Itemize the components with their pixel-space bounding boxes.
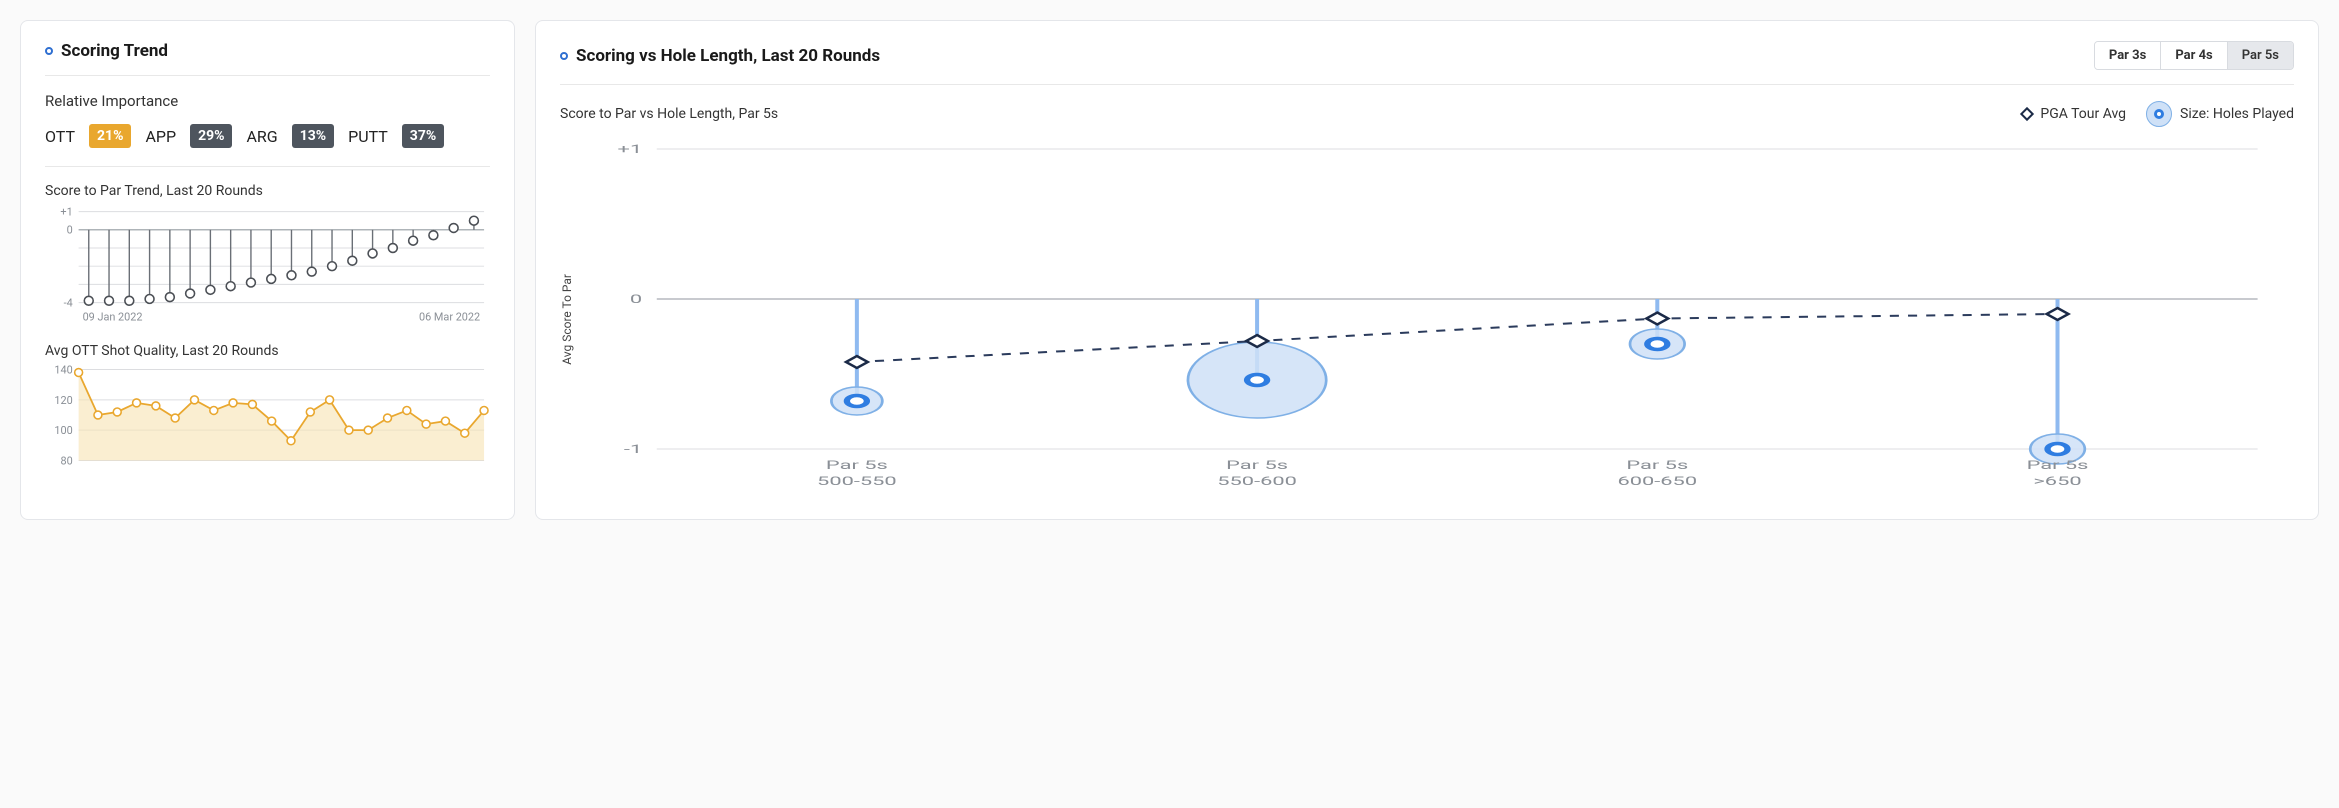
svg-text:-1: -1 — [624, 443, 642, 457]
svg-text:Par 5s: Par 5s — [2027, 459, 2089, 473]
importance-row: OTT 21% APP 29% ARG 13% PUTT 37% — [45, 124, 490, 167]
svg-text:500-550: 500-550 — [817, 475, 897, 489]
card-dot-icon — [560, 52, 568, 60]
importance-label: APP — [145, 127, 176, 146]
svg-text:Par 5s: Par 5s — [826, 459, 888, 473]
tab-par-4s[interactable]: Par 4s — [2161, 42, 2227, 69]
card-header: Scoring Trend — [45, 41, 490, 76]
legend-size: Size: Holes Played — [2146, 101, 2294, 127]
svg-text:+1: +1 — [618, 143, 643, 157]
legend-row: Score to Par vs Hole Length, Par 5s PGA … — [560, 101, 2294, 127]
ott-quality-title: Avg OTT Shot Quality, Last 20 Rounds — [45, 343, 490, 359]
score-trend-chart: +1 0 -4 09 Jan 2022 06 Mar 2022 — [45, 205, 490, 325]
bubble-icon — [2146, 101, 2172, 127]
card-dot-icon — [45, 47, 53, 55]
relative-importance-heading: Relative Importance — [45, 92, 490, 110]
importance-badge: 37% — [402, 124, 444, 148]
importance-badge: 29% — [190, 124, 232, 148]
svg-text:Par 5s: Par 5s — [1626, 459, 1688, 473]
svg-text:120: 120 — [54, 394, 72, 407]
ott-quality-chart: 80 100 120 140 — [45, 365, 490, 465]
importance-label: OTT — [45, 127, 75, 146]
svg-text:+1: +1 — [60, 206, 72, 219]
legend-size-label: Size: Holes Played — [2180, 106, 2294, 122]
legend-pga: PGA Tour Avg — [2022, 106, 2126, 122]
svg-text:0: 0 — [67, 224, 73, 237]
scoring-vs-length-card: Scoring vs Hole Length, Last 20 Rounds P… — [535, 20, 2319, 520]
svg-text:80: 80 — [60, 454, 72, 465]
scoring-trend-card: Scoring Trend Relative Importance OTT 21%… — [20, 20, 515, 520]
svg-text:100: 100 — [54, 424, 72, 437]
importance-badge: 21% — [89, 124, 131, 148]
svg-text:Par 5s: Par 5s — [1226, 459, 1288, 473]
svg-text:600-650: 600-650 — [1617, 475, 1697, 489]
importance-label: PUTT — [348, 127, 388, 146]
card-title-text: Scoring vs Hole Length, Last 20 Rounds — [576, 46, 880, 66]
tab-par-3s[interactable]: Par 3s — [2095, 42, 2161, 69]
card-title-text: Scoring Trend — [61, 41, 168, 61]
svg-text:06 Mar 2022: 06 Mar 2022 — [419, 310, 480, 323]
legend-pga-label: PGA Tour Avg — [2040, 106, 2126, 122]
svg-text:550-600: 550-600 — [1217, 475, 1297, 489]
svg-text:09 Jan 2022: 09 Jan 2022 — [83, 310, 143, 323]
par-tabs: Par 3sPar 4sPar 5s — [2094, 41, 2294, 70]
svg-text:>650: >650 — [2033, 475, 2081, 489]
y-axis-label: Avg Score To Par — [560, 274, 574, 365]
chart-subtitle: Score to Par vs Hole Length, Par 5s — [560, 106, 778, 122]
card-header: Scoring vs Hole Length, Last 20 Rounds P… — [560, 41, 2294, 85]
importance-badge: 13% — [292, 124, 334, 148]
svg-text:140: 140 — [54, 365, 72, 376]
diamond-icon — [2020, 107, 2034, 121]
scoring-vs-length-chart: +1 0 -1 Par 5s 500-550 Par 5s 550-600 Par 5s 600… — [584, 139, 2294, 499]
svg-text:0: 0 — [630, 293, 642, 307]
svg-text:-4: -4 — [64, 297, 73, 310]
importance-label: ARG — [246, 127, 277, 146]
score-trend-title: Score to Par Trend, Last 20 Rounds — [45, 183, 490, 199]
tab-par-5s[interactable]: Par 5s — [2228, 42, 2293, 69]
